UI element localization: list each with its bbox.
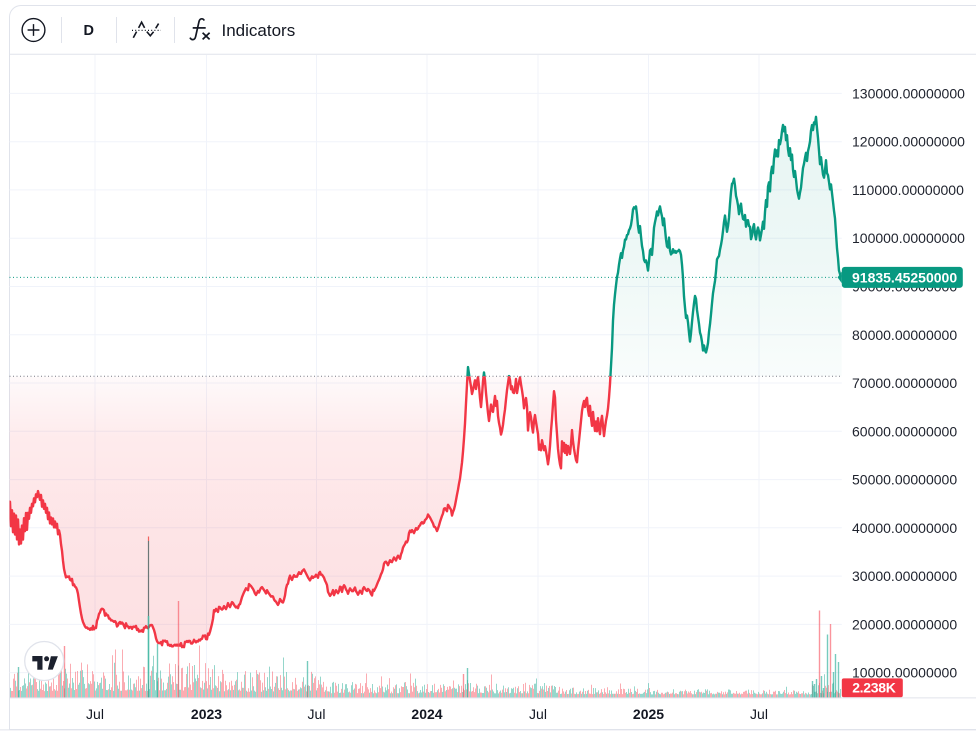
svg-text:Jul: Jul: [750, 706, 768, 722]
svg-text:50000.00000000: 50000.00000000: [852, 472, 957, 488]
svg-text:20000.00000000: 20000.00000000: [852, 616, 957, 632]
svg-text:130000.00000000: 130000.00000000: [852, 85, 965, 101]
svg-text:91835.45250000: 91835.45250000: [852, 269, 957, 285]
svg-text:2023: 2023: [191, 706, 222, 722]
svg-text:Jul: Jul: [308, 706, 326, 722]
svg-text:70000.00000000: 70000.00000000: [852, 375, 957, 391]
svg-text:10000.00000000: 10000.00000000: [852, 665, 957, 681]
svg-text:D: D: [84, 23, 94, 39]
svg-text:60000.00000000: 60000.00000000: [852, 423, 957, 439]
svg-text:2024: 2024: [411, 706, 442, 722]
svg-text:100000.00000000: 100000.00000000: [852, 230, 965, 246]
svg-text:120000.00000000: 120000.00000000: [852, 134, 965, 150]
svg-text:30000.00000000: 30000.00000000: [852, 568, 957, 584]
svg-text:Jul: Jul: [529, 706, 547, 722]
svg-text:Indicators: Indicators: [222, 21, 296, 40]
svg-text:Jul: Jul: [86, 706, 104, 722]
svg-text:110000.00000000: 110000.00000000: [852, 182, 964, 198]
svg-text:2025: 2025: [633, 706, 664, 722]
svg-text:40000.00000000: 40000.00000000: [852, 520, 957, 536]
svg-text:80000.00000000: 80000.00000000: [852, 327, 957, 343]
svg-text:2.238K: 2.238K: [852, 680, 896, 696]
